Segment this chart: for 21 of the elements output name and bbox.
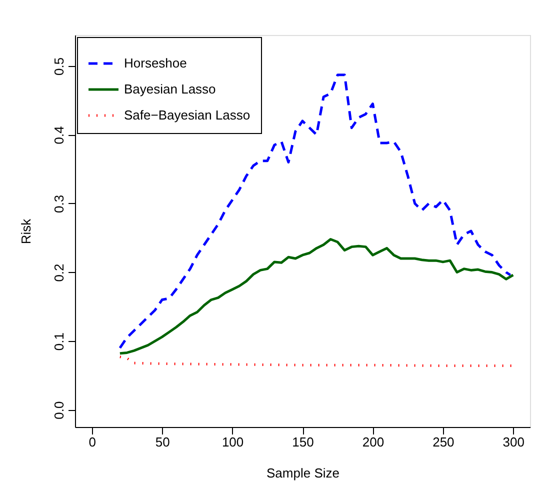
- legend-label: Horseshoe: [124, 56, 187, 70]
- y-tick-label: 0.0: [52, 401, 66, 420]
- y-tick-label: 0.3: [52, 194, 66, 214]
- line-series: [118, 74, 512, 350]
- line-series: [118, 238, 514, 355]
- x-axis-title: Sample Size: [266, 466, 340, 480]
- x-tick-label: 50: [155, 434, 170, 450]
- y-tick-label: 0.2: [52, 264, 66, 282]
- x-tick-label: 300: [502, 434, 524, 450]
- y-tick-label: 0.4: [52, 126, 66, 144]
- x-tick-label: 0: [88, 434, 96, 450]
- y-tick-label: 0.1: [52, 332, 66, 351]
- x-tick-label: 200: [362, 434, 384, 450]
- y-tick-label: 0.5: [52, 57, 66, 76]
- legend-label: Bayesian Lasso: [124, 82, 216, 96]
- x-tick-label: 100: [222, 434, 244, 450]
- x-tick-label: 250: [432, 434, 454, 450]
- y-axis-title: Risk: [18, 218, 34, 244]
- x-tick-label: 150: [292, 434, 314, 450]
- line-series: [118, 356, 514, 368]
- legend-label: Safe−Bayesian Lasso: [124, 108, 250, 122]
